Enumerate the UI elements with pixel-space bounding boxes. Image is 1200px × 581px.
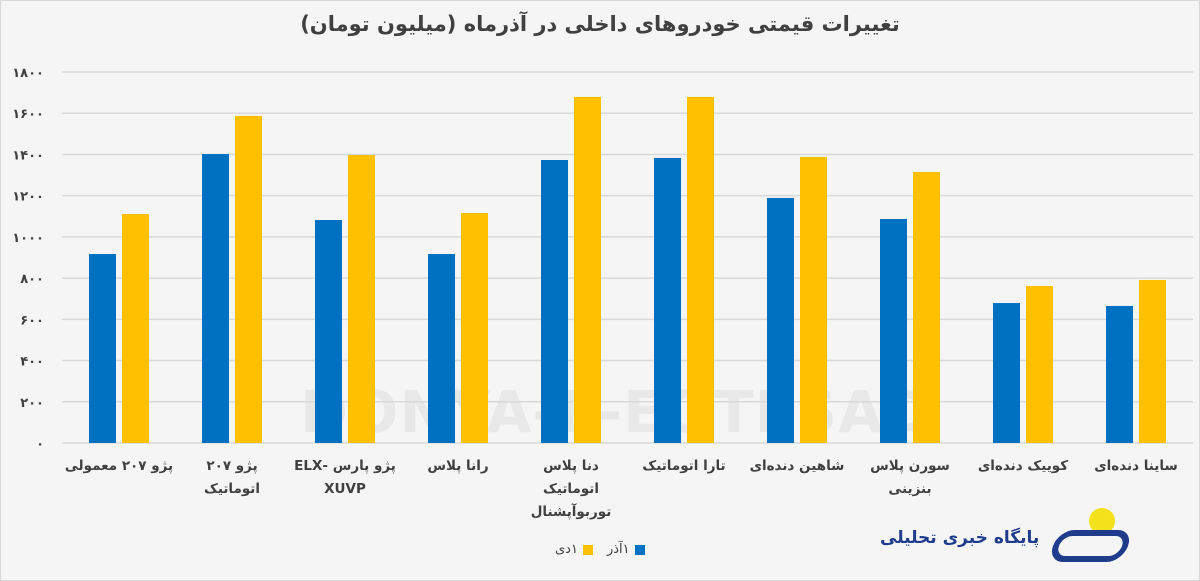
bar-azar: [1106, 305, 1133, 443]
bar-dey: [461, 212, 488, 443]
logo: پایگاه خبری تحلیلی: [880, 508, 1135, 568]
logo-mark-icon: [1045, 508, 1135, 568]
x-tick-label: دنا پلاس اتوماتیک توربوآپشنال: [530, 458, 612, 520]
legend: ۱آذر ۱دی: [555, 542, 645, 557]
bar-dey: [913, 171, 940, 444]
bar-dey: [687, 96, 714, 443]
logo-text: پایگاه خبری تحلیلی: [880, 528, 1040, 548]
y-tick-label: ۱۲۰۰: [12, 190, 44, 205]
bar-dey: [235, 115, 262, 443]
y-tick-label: ۶۰۰: [20, 313, 44, 328]
bar-azar: [315, 219, 342, 443]
x-tick-label: رانا پلاس: [427, 458, 489, 474]
x-tick-label: شاهین دنده‌ای: [749, 458, 845, 474]
chart-title: تغییرات قیمتی خودروهای داخلی در آذرماه (…: [300, 12, 900, 36]
legend-swatch-blue: [634, 544, 645, 555]
bar-dey: [800, 156, 827, 443]
legend-label: ۱دی: [555, 542, 578, 557]
y-tick-label: ۱۴۰۰: [12, 148, 44, 163]
y-tick-label: ۸۰۰: [20, 272, 44, 287]
x-tick-label: پژو پارس -ELX XUVP: [294, 458, 396, 497]
y-tick-label: ۴۰۰: [20, 355, 44, 370]
bar-dey: [1026, 285, 1053, 443]
y-tick-label: ۱۰۰۰: [12, 231, 44, 246]
legend-label: ۱آذر: [606, 542, 630, 557]
bar-azar: [767, 197, 794, 443]
bar-dey: [1139, 279, 1166, 443]
bar-dey: [348, 155, 375, 443]
bar-azar: [654, 157, 681, 443]
bar-azar: [880, 218, 907, 443]
x-tick-label: پژو ۲۰۷ اتوماتیک: [204, 458, 260, 497]
legend-swatch-yellow: [582, 544, 593, 555]
bar-azar: [993, 303, 1020, 443]
bar-dey: [574, 96, 601, 443]
x-tick-label: پژو ۲۰۷ معمولی: [64, 458, 174, 474]
x-tick-label: ساینا دنده‌ای: [1094, 458, 1178, 474]
y-tick-label: ۱۶۰۰: [12, 107, 44, 122]
bar-azar: [89, 253, 116, 443]
bar-dey: [122, 214, 149, 443]
bar-azar: [541, 160, 568, 443]
x-tick-label: سورن پلاس بنزینی: [870, 458, 950, 497]
x-tick-label: تارا اتوماتیک: [642, 458, 726, 474]
y-tick-label: ۰: [36, 437, 44, 452]
y-tick-label: ۲۰۰: [20, 396, 44, 411]
x-tick-label: کوییک دنده‌ای: [977, 458, 1069, 474]
y-tick-label: ۱۸۰۰: [12, 66, 44, 81]
bar-azar: [428, 253, 455, 443]
legend-item-azar: ۱آذر: [607, 542, 645, 557]
bar-azar: [202, 154, 229, 443]
legend-item-dey: ۱دی: [555, 542, 593, 557]
